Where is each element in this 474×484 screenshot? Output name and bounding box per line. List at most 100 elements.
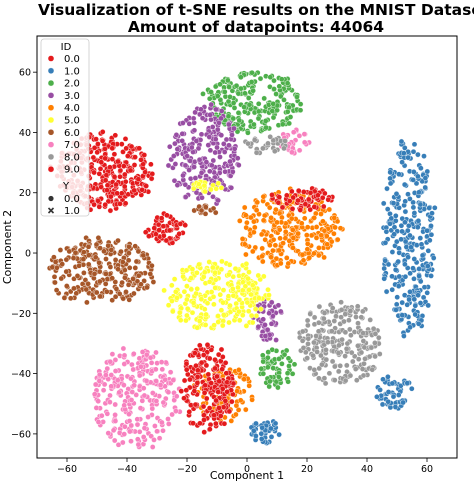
data-point	[238, 85, 244, 92]
data-point	[212, 269, 218, 276]
data-point	[399, 312, 406, 319]
data-point	[346, 317, 352, 324]
data-point	[389, 286, 396, 293]
data-point	[133, 258, 140, 265]
data-point	[228, 398, 235, 405]
data-point	[331, 230, 337, 237]
data-point	[332, 224, 338, 231]
data-point	[172, 140, 178, 147]
data-point	[412, 302, 419, 309]
data-point	[218, 108, 225, 114]
data-point	[400, 150, 407, 156]
data-point	[290, 129, 297, 135]
data-point	[136, 372, 143, 379]
data-point	[222, 359, 229, 366]
data-point	[243, 260, 250, 267]
data-point	[203, 395, 210, 402]
data-point	[83, 286, 90, 293]
data-point	[417, 201, 424, 208]
data-point	[402, 238, 409, 245]
data-point	[228, 418, 235, 424]
data-point	[181, 377, 188, 384]
data-point	[140, 385, 147, 392]
data-point	[130, 350, 137, 357]
data-point	[243, 251, 249, 258]
data-point	[159, 419, 165, 426]
data-point	[337, 225, 344, 231]
data-point	[428, 231, 435, 238]
cluster-7.0-14	[91, 345, 183, 450]
data-point	[139, 349, 146, 355]
data-point	[207, 147, 214, 154]
data-point	[104, 410, 111, 417]
data-point	[347, 372, 354, 379]
data-point	[265, 286, 271, 293]
data-point	[90, 154, 97, 161]
data-point	[267, 242, 273, 248]
data-point	[184, 312, 190, 319]
data-point	[265, 349, 272, 355]
data-point	[95, 398, 101, 405]
data-point	[242, 283, 249, 290]
data-point	[157, 382, 164, 388]
data-point	[224, 388, 230, 395]
data-point	[184, 283, 190, 289]
data-point	[269, 192, 275, 198]
data-point	[260, 193, 267, 200]
data-point	[268, 299, 275, 306]
data-point	[149, 444, 156, 450]
data-point	[172, 288, 179, 295]
data-point	[96, 170, 103, 177]
data-point	[321, 310, 328, 316]
data-point	[278, 76, 285, 82]
data-point	[96, 203, 103, 210]
data-point	[154, 360, 160, 366]
data-point	[300, 257, 307, 264]
data-point	[273, 337, 279, 343]
data-point	[63, 256, 70, 263]
data-point	[215, 319, 221, 325]
data-point	[416, 273, 422, 279]
data-point	[328, 328, 335, 335]
data-point	[381, 265, 388, 272]
data-point	[180, 172, 186, 179]
data-point	[165, 302, 172, 309]
data-point	[221, 89, 228, 95]
data-point	[404, 301, 411, 308]
data-point	[389, 380, 396, 387]
data-point	[323, 347, 329, 353]
data-point	[177, 317, 184, 324]
data-point	[203, 311, 209, 318]
data-point	[253, 312, 260, 319]
data-point	[289, 149, 295, 156]
data-point	[276, 356, 282, 362]
data-point	[96, 378, 103, 384]
cluster-9.0-19	[142, 210, 188, 246]
data-point	[104, 365, 111, 372]
data-point	[104, 187, 110, 193]
data-point	[149, 262, 155, 269]
data-point	[286, 238, 293, 244]
data-point	[189, 309, 196, 316]
data-point	[92, 381, 99, 388]
data-point	[301, 215, 308, 222]
data-point	[428, 273, 434, 279]
data-point	[167, 369, 174, 376]
data-point	[248, 79, 255, 85]
data-point	[109, 351, 116, 357]
legend-label: 7.0	[64, 140, 80, 151]
data-point	[270, 114, 277, 121]
data-point	[72, 249, 79, 256]
data-point	[211, 322, 217, 329]
data-point	[272, 420, 279, 427]
data-point	[407, 288, 413, 295]
data-point	[343, 362, 350, 369]
data-point	[120, 149, 126, 155]
data-point	[112, 368, 119, 374]
data-point	[207, 426, 213, 433]
data-point	[182, 194, 189, 200]
data-point	[358, 349, 365, 356]
data-point	[283, 255, 290, 261]
data-point	[267, 133, 274, 140]
data-point	[213, 106, 219, 113]
